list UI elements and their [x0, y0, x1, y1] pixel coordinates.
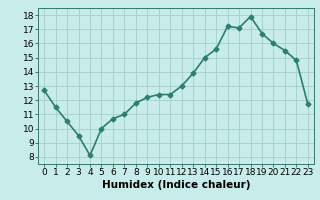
X-axis label: Humidex (Indice chaleur): Humidex (Indice chaleur) — [102, 180, 250, 190]
